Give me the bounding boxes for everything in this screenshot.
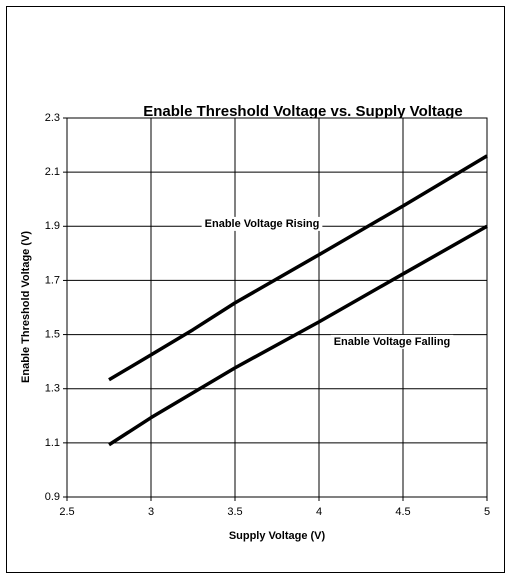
series-line <box>108 224 488 447</box>
chart-title: Enable Threshold Voltage vs. Supply Volt… <box>143 103 463 120</box>
series-line <box>108 154 488 382</box>
y-tick-label: 1.5 <box>45 328 60 340</box>
x-tick-label: 3.5 <box>227 506 242 518</box>
x-tick-label: 5 <box>484 506 490 518</box>
x-tick-label: 4 <box>316 506 322 518</box>
x-tick-label: 4.5 <box>395 506 410 518</box>
annotation-background <box>330 334 454 349</box>
y-tick-label: 1.9 <box>45 220 60 232</box>
annotation: Enable Voltage Falling <box>334 336 451 348</box>
y-tick-label: 1.3 <box>45 383 60 395</box>
y-axis-label: Enable Threshold Voltage (V) <box>20 231 32 383</box>
y-tick-label: 1.1 <box>45 437 60 449</box>
y-tick-label: 1.7 <box>45 274 60 286</box>
y-tick-label: 2.3 <box>45 112 60 124</box>
plot-area <box>66 117 488 498</box>
annotation-background <box>201 216 323 231</box>
x-tick-label: 3 <box>148 506 154 518</box>
x-tick-label: 2.5 <box>59 506 74 518</box>
y-tick-label: 0.9 <box>45 491 60 503</box>
y-tick-label: 2.1 <box>45 166 60 178</box>
annotation: Enable Voltage Rising <box>205 218 320 230</box>
x-axis-label: Supply Voltage (V) <box>229 530 326 542</box>
